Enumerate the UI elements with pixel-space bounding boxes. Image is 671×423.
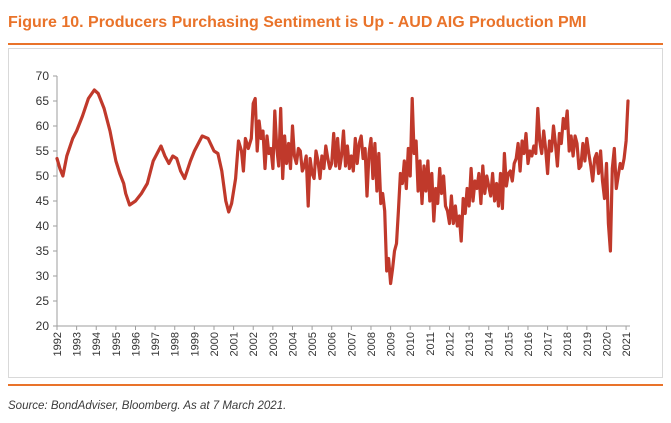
y-tick-label: 35 — [36, 244, 50, 258]
x-tick-label: 2003 — [268, 332, 280, 356]
x-tick-label: 2018 — [562, 332, 574, 356]
x-tick-label: 2004 — [287, 332, 299, 356]
x-tick-label: 2001 — [229, 332, 241, 356]
x-tick-label: 2020 — [601, 332, 613, 356]
x-tick-label: 2002 — [248, 332, 260, 356]
x-tick-label: 2008 — [366, 332, 378, 356]
x-tick-label: 2014 — [484, 332, 496, 356]
source-note: Source: BondAdviser, Bloomberg. As at 7 … — [8, 400, 287, 412]
x-tick-label: 2010 — [405, 332, 417, 356]
x-tick-label: 2016 — [523, 332, 535, 356]
x-tick-label: 1993 — [72, 332, 84, 356]
x-tick-label: 2013 — [464, 332, 476, 356]
figure-title: Figure 10. Producers Purchasing Sentimen… — [8, 14, 587, 31]
x-tick-label: 1999 — [189, 332, 201, 356]
chart-panel — [8, 48, 663, 378]
y-tick-label: 70 — [36, 69, 50, 83]
x-tick-label: 2007 — [346, 332, 358, 356]
x-tick-label: 2011 — [425, 332, 437, 356]
y-tick-label: 60 — [36, 119, 50, 133]
series-line-pmi — [55, 88, 630, 286]
x-tick-label: 1995 — [111, 332, 123, 356]
x-tick-label: 2005 — [307, 332, 319, 356]
x-tick-label: 2019 — [582, 332, 594, 356]
y-tick-label: 45 — [36, 194, 50, 208]
y-tick-label: 50 — [36, 169, 50, 183]
y-tick-label: 65 — [36, 94, 50, 108]
x-tick-label: 2017 — [543, 332, 555, 356]
y-tick-label: 40 — [36, 219, 50, 233]
y-tick-label: 25 — [36, 294, 50, 308]
x-tick-label: 2015 — [503, 332, 515, 356]
y-tick-label: 20 — [36, 319, 50, 333]
y-tick-label: 30 — [36, 269, 50, 283]
x-tick-label: 2000 — [209, 332, 221, 356]
x-tick-label: 1992 — [52, 332, 64, 356]
x-tick-label: 2021 — [621, 332, 633, 356]
x-tick-label: 2009 — [386, 332, 398, 356]
x-tick-label: 1996 — [130, 332, 142, 356]
y-tick-label: 55 — [36, 144, 50, 158]
title-divider — [8, 43, 663, 45]
x-tick-label: 2006 — [327, 332, 339, 356]
x-tick-label: 1994 — [91, 332, 103, 356]
x-tick-label: 2012 — [444, 332, 456, 356]
x-tick-label: 1998 — [170, 332, 182, 356]
x-tick-label: 1997 — [150, 332, 162, 356]
source-divider — [8, 384, 663, 386]
